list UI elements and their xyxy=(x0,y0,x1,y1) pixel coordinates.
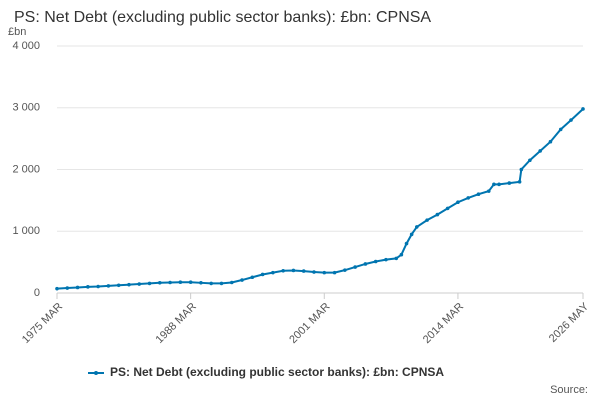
point xyxy=(399,252,404,257)
point xyxy=(384,257,388,262)
point xyxy=(209,281,214,286)
point xyxy=(581,107,585,111)
point xyxy=(476,192,481,196)
point xyxy=(404,241,409,246)
point xyxy=(332,270,337,275)
x-tick-label: 2026 MAY xyxy=(547,300,592,345)
point xyxy=(291,268,296,273)
y-tick-label: 0 xyxy=(34,287,40,299)
point xyxy=(492,182,496,187)
point xyxy=(147,281,152,286)
point xyxy=(409,232,414,237)
point xyxy=(322,270,327,275)
point xyxy=(507,181,512,185)
legend-marker xyxy=(94,371,98,375)
point xyxy=(188,280,193,284)
source: Source: xyxy=(550,384,588,396)
point xyxy=(168,280,172,285)
point xyxy=(158,281,162,285)
point xyxy=(127,282,131,287)
point xyxy=(75,285,80,290)
x-tick-label: 1988 MAR xyxy=(154,301,199,346)
point xyxy=(517,180,522,184)
point xyxy=(394,256,399,261)
point xyxy=(445,206,450,211)
point xyxy=(250,275,255,280)
point xyxy=(86,285,90,289)
y-tick-label: 4 000 xyxy=(12,40,40,52)
y-tick-label: 2 000 xyxy=(12,163,40,175)
point xyxy=(199,281,203,285)
y-tick-label: 1 000 xyxy=(12,225,40,237)
x-tick-label: 1975 MAR xyxy=(20,301,65,346)
point xyxy=(312,270,316,274)
point xyxy=(569,118,573,122)
point xyxy=(178,280,183,284)
x-tick-label: 2001 MAR xyxy=(287,301,332,346)
point xyxy=(219,281,224,286)
line xyxy=(56,108,584,290)
point xyxy=(353,265,357,269)
point xyxy=(96,284,100,289)
legend-label: PS: Net Debt (excluding public sector ba… xyxy=(110,365,444,379)
point xyxy=(240,278,244,282)
point xyxy=(55,286,59,291)
point xyxy=(65,286,70,290)
point xyxy=(116,283,121,288)
point xyxy=(271,270,275,275)
y-tick-label: 3 000 xyxy=(12,102,40,114)
chart-title: PS: Net Debt (excluding public sector ba… xyxy=(14,9,431,26)
point xyxy=(435,212,440,217)
point xyxy=(343,268,347,272)
point xyxy=(373,259,378,264)
point xyxy=(558,127,563,132)
point xyxy=(363,262,368,266)
y-unit: £bn xyxy=(8,26,26,38)
point xyxy=(106,284,111,288)
point xyxy=(281,268,285,273)
point xyxy=(497,182,501,187)
point xyxy=(548,139,553,144)
point xyxy=(229,280,234,285)
x-tick-label: 2014 MAR xyxy=(421,301,466,346)
point xyxy=(301,269,306,273)
point xyxy=(538,149,542,153)
point xyxy=(137,282,142,286)
point xyxy=(528,158,532,163)
point xyxy=(260,272,265,277)
point xyxy=(425,218,429,222)
point xyxy=(456,200,460,205)
point xyxy=(466,196,471,200)
point xyxy=(519,167,524,172)
point xyxy=(486,189,491,193)
point xyxy=(415,225,419,229)
